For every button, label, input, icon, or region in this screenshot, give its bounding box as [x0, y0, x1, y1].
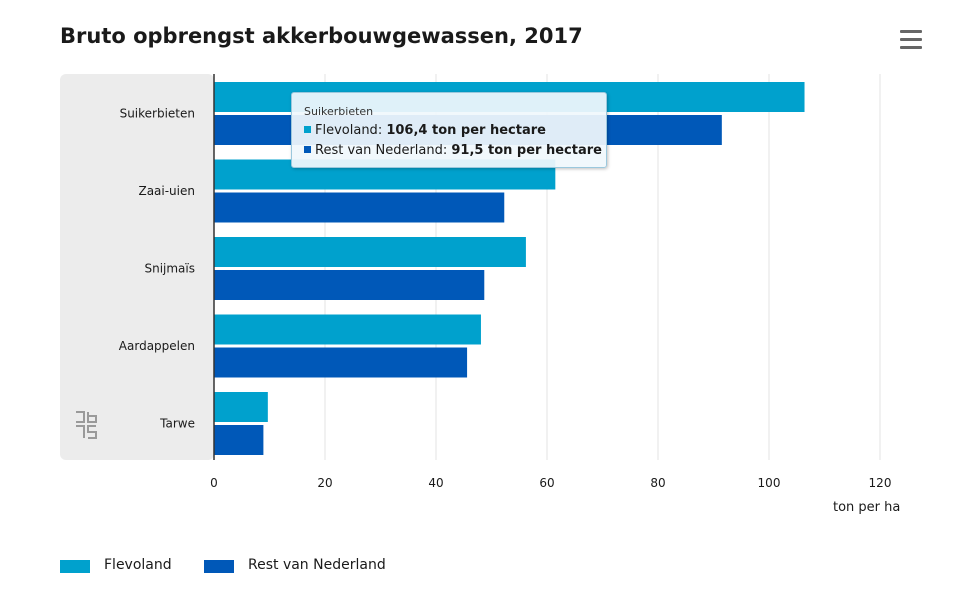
x-tick-label: 120 — [869, 476, 892, 490]
bar-flevoland — [214, 392, 268, 422]
category-label: Zaai-uien — [138, 184, 195, 198]
x-tick-label: 60 — [539, 476, 554, 490]
category-label: Tarwe — [159, 417, 195, 431]
legend-label: Flevoland — [104, 557, 172, 573]
legend-label: Rest van Nederland — [248, 557, 386, 573]
bar-rest-van-nederland — [214, 192, 505, 223]
hamburger-menu-icon[interactable] — [896, 30, 926, 56]
bar-rest-van-nederland — [214, 425, 264, 455]
tooltip-title: Suikerbieten — [304, 105, 374, 118]
x-axis-label: ton per ha — [833, 500, 901, 515]
tooltip-value: 91,5 ton per hectare — [451, 143, 602, 158]
x-tick-label: 40 — [428, 476, 443, 490]
bar-flevoland — [214, 237, 526, 267]
bar-flevoland — [214, 314, 481, 345]
tooltip-value: 106,4 ton per hectare — [386, 123, 546, 138]
x-tick-label: 0 — [210, 476, 218, 490]
category-label: Suikerbieten — [120, 107, 195, 121]
category-label: Snijmaïs — [144, 262, 195, 276]
tooltip-series-name: Flevoland — [315, 123, 378, 138]
tooltip-swatch-rest — [304, 146, 311, 153]
chart-title: Bruto opbrengst akkerbouwgewassen, 2017 — [60, 24, 583, 48]
x-tick-label: 100 — [758, 476, 781, 490]
x-tick-label: 20 — [317, 476, 332, 490]
category-panel — [60, 74, 214, 460]
tooltip-swatch-flevoland — [304, 126, 311, 133]
bar-rest-van-nederland — [214, 347, 468, 378]
cbs-logo-icon — [76, 411, 97, 439]
tooltip-row-rest: Rest van Nederland: 91,5 ton per hectare — [304, 143, 602, 158]
legend-swatch-flevoland — [60, 560, 90, 573]
tooltip-series-name: Rest van Nederland — [315, 143, 443, 158]
bar-rest-van-nederland — [214, 270, 485, 300]
tooltip: Suikerbieten Flevoland: 106,4 ton per he… — [291, 92, 607, 168]
x-tick-label: 80 — [650, 476, 665, 490]
tooltip-row-flevoland: Flevoland: 106,4 ton per hectare — [304, 123, 546, 138]
category-label: Aardappelen — [119, 339, 195, 353]
legend-swatch-rest — [204, 560, 234, 573]
